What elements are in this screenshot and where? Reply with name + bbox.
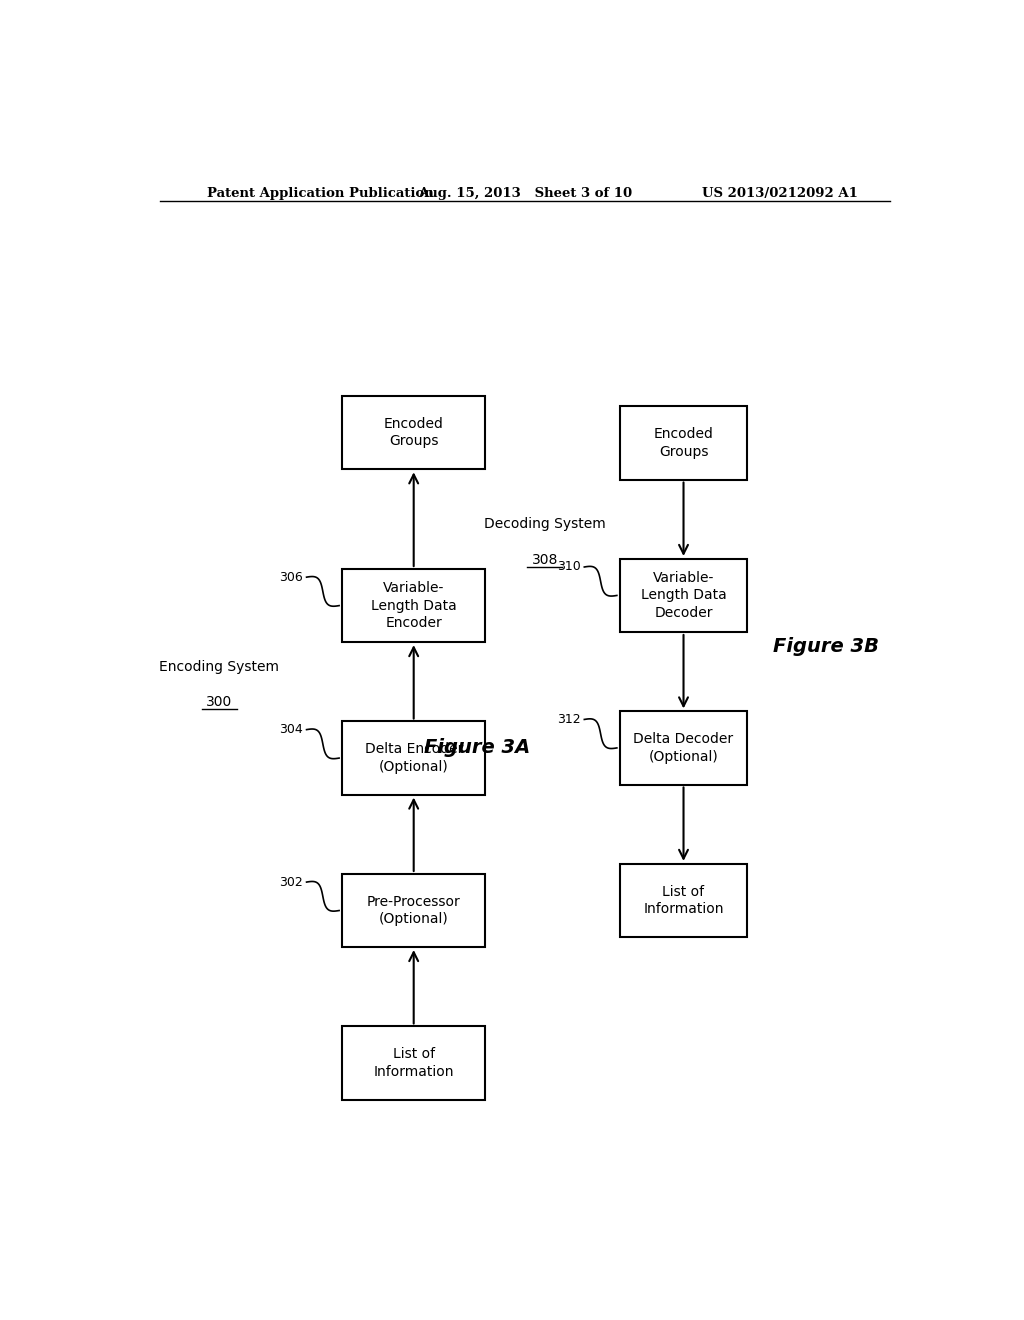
Text: Variable-
Length Data
Decoder: Variable- Length Data Decoder (641, 572, 726, 620)
Text: Delta Encoder
(Optional): Delta Encoder (Optional) (365, 742, 463, 774)
Bar (342, 1027, 485, 1100)
Text: Encoded
Groups: Encoded Groups (384, 417, 443, 449)
Text: Encoding System: Encoding System (160, 660, 280, 673)
Bar (620, 558, 746, 632)
Text: List of
Information: List of Information (374, 1047, 454, 1078)
Bar (620, 711, 746, 784)
Text: 308: 308 (531, 553, 558, 566)
Text: 300: 300 (206, 696, 232, 709)
Text: Delta Decoder
(Optional): Delta Decoder (Optional) (634, 733, 733, 763)
Text: Figure 3A: Figure 3A (424, 738, 530, 758)
Bar (342, 396, 485, 470)
Text: 306: 306 (279, 570, 303, 583)
Text: Decoding System: Decoding System (483, 517, 605, 532)
Bar (342, 722, 485, 795)
Text: US 2013/0212092 A1: US 2013/0212092 A1 (702, 187, 858, 199)
Bar (342, 874, 485, 948)
Text: Encoded
Groups: Encoded Groups (653, 428, 714, 458)
Bar (620, 863, 746, 937)
Text: Pre-Processor
(Optional): Pre-Processor (Optional) (367, 895, 461, 927)
Text: 312: 312 (557, 713, 581, 726)
Bar (342, 569, 485, 643)
Text: 304: 304 (279, 723, 303, 737)
Text: Figure 3B: Figure 3B (773, 636, 880, 656)
Text: 302: 302 (279, 875, 303, 888)
Text: Patent Application Publication: Patent Application Publication (207, 187, 434, 199)
Text: Variable-
Length Data
Encoder: Variable- Length Data Encoder (371, 581, 457, 630)
Text: 310: 310 (557, 561, 581, 573)
Text: List of
Information: List of Information (643, 884, 724, 916)
Text: Aug. 15, 2013   Sheet 3 of 10: Aug. 15, 2013 Sheet 3 of 10 (418, 187, 632, 199)
Bar (620, 407, 746, 479)
